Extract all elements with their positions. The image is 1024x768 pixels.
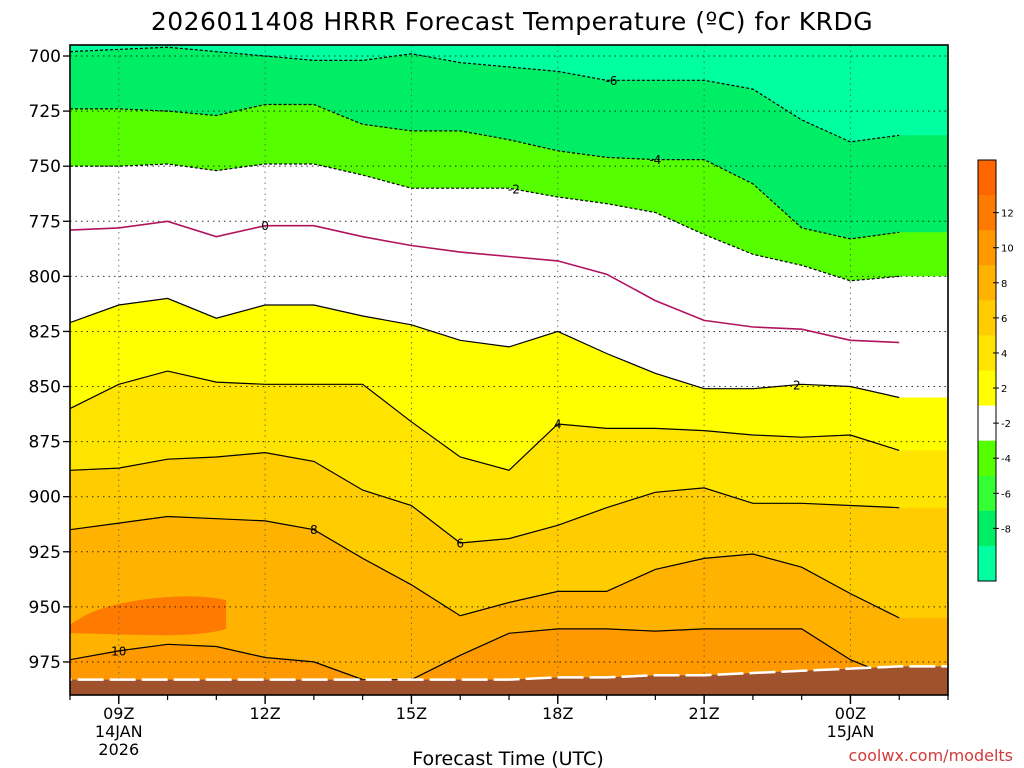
colorbar-swatch: [978, 195, 996, 231]
x-tick-label: 09Z: [103, 704, 134, 723]
y-tick-label: 725: [29, 102, 61, 122]
colorbar-swatch: [978, 335, 996, 371]
contour-label-10: 10: [111, 644, 126, 658]
contour-line-0: [70, 220, 900, 344]
colorbar-label: -4: [1001, 454, 1011, 465]
x-tick-label: 00Z: [835, 704, 866, 723]
contour-label-6: 6: [456, 536, 464, 550]
contour-label--2: -2: [508, 183, 520, 197]
y-tick-label: 900: [29, 488, 61, 508]
x-tick-date: 14JAN: [95, 722, 143, 741]
y-tick-label: 850: [29, 378, 61, 398]
y-tick-label: 950: [29, 598, 61, 618]
colorbar-label: 12: [1001, 209, 1014, 220]
colorbar-swatch: [978, 300, 996, 336]
x-tick-label: 18Z: [542, 704, 573, 723]
contour-label-8: 8: [310, 523, 318, 537]
credit-text: coolwx.com/modelts: [849, 746, 1013, 765]
colorbar-label: -2: [1001, 419, 1011, 430]
y-tick-label: 775: [29, 212, 61, 232]
contour-lines: -6 -4 -2 0 2 4 6 8 10: [70, 46, 900, 681]
colorbar-swatch: [978, 405, 996, 442]
y-tick-label: 875: [29, 433, 61, 453]
colorbar-swatch: [978, 475, 996, 512]
contour-line--4: [70, 103, 900, 240]
x-tick-year: 2026: [98, 740, 139, 759]
contour-label-0: 0: [261, 219, 269, 233]
y-tick-label: 700: [29, 47, 61, 67]
colorbar-label: 10: [1001, 244, 1014, 255]
colorbar: 12 10 8 6 4 2 -2 -4 -6 -8: [977, 159, 1014, 582]
colorbar-swatch: [978, 545, 996, 582]
colorbar-label: 6: [1001, 314, 1007, 325]
contour-line-6: [70, 451, 900, 544]
colorbar-label: -6: [1001, 489, 1011, 500]
band-warm-core: [70, 596, 227, 636]
contour-label--6: -6: [605, 74, 617, 88]
colorbar-swatch: [978, 370, 996, 407]
x-tick-label: 21Z: [688, 704, 719, 723]
y-tick-label: 825: [29, 322, 61, 342]
x-tick-label: 12Z: [249, 704, 280, 723]
contour-label-2: 2: [793, 378, 801, 392]
colorbar-swatch: [978, 510, 996, 547]
contour-line-8: [70, 515, 900, 619]
y-axis: 700 725 750 775 800 825 850 875 900 925 950 975: [29, 47, 70, 673]
x-tick-date: 15JAN: [827, 722, 875, 741]
colorbar-label: -8: [1001, 524, 1011, 535]
y-tick-label: 975: [29, 653, 61, 673]
colorbar-swatch: [978, 160, 996, 196]
y-tick-label: 800: [29, 267, 61, 287]
colorbar-label: 2: [1001, 384, 1007, 395]
contour-line-4: [70, 370, 900, 471]
contour-line--6: [70, 46, 900, 143]
colorbar-label: 4: [1001, 349, 1007, 360]
colorbar-swatch: [978, 265, 996, 301]
ground-layer: [70, 665, 948, 695]
contour-line-10: [70, 628, 900, 681]
contour-label--4: -4: [649, 153, 661, 167]
contour-label-4: 4: [554, 417, 562, 431]
colorbar-frame: [977, 159, 997, 582]
x-axis-label: Forecast Time (UTC): [412, 748, 603, 768]
y-tick-label: 925: [29, 543, 61, 563]
colorbar-label: 8: [1001, 279, 1007, 290]
colorbar-swatch: [978, 440, 996, 477]
plot-area: [70, 45, 948, 695]
contour-line-2: [70, 297, 900, 399]
gridlines: [70, 45, 948, 695]
colorbar-swatch: [978, 230, 996, 266]
y-tick-label: 750: [29, 157, 61, 177]
x-tick-label: 15Z: [396, 704, 427, 723]
ground-surface-line: [70, 665, 948, 681]
contour-line--2: [70, 163, 900, 282]
chart-title: 2026011408 HRRR Forecast Temperature (ºC…: [151, 7, 873, 36]
